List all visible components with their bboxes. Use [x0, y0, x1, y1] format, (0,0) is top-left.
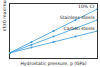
svg-text:10% Cr: 10% Cr — [78, 4, 95, 9]
svg-text:Hydrostatic pressure, p (GPa): Hydrostatic pressure, p (GPa) — [20, 61, 86, 66]
svg-text:Stainless steels: Stainless steels — [60, 15, 96, 20]
svg-text:Carbon steels: Carbon steels — [64, 26, 96, 31]
svg-text:εf/ε0 maximum: εf/ε0 maximum — [2, 0, 7, 31]
